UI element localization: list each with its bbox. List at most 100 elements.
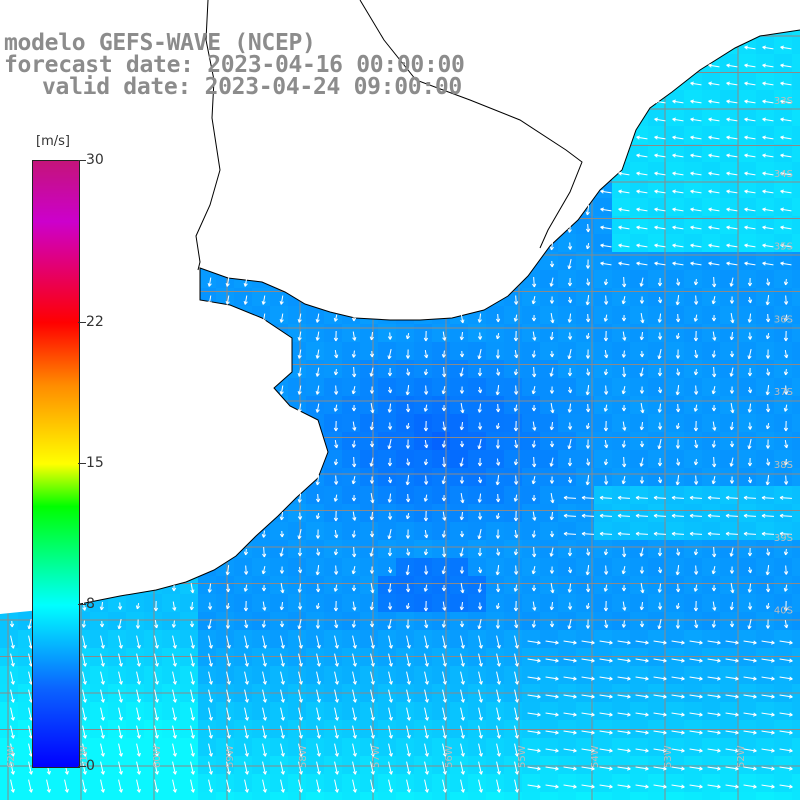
wind-arrow [351,314,357,322]
wind-speed-cell [594,702,613,721]
wind-arrow [729,367,734,377]
wind-speed-cell [738,792,757,800]
wind-arrow [726,99,738,104]
wind-arrow [315,564,320,576]
wind-arrow [567,332,573,340]
wind-arrow [190,671,195,685]
wind-arrow [315,619,321,629]
wind-arrow [762,153,774,158]
wind-arrow [208,635,213,649]
wind-speed-cell [630,702,649,721]
wind-arrow [154,619,159,629]
wind-speed-cell [630,360,649,379]
wind-arrow [712,276,717,288]
wind-speed-cell [702,522,721,541]
wind-arrow [689,531,703,536]
wind-speed-cell [198,666,217,685]
wind-speed-cell [522,288,541,307]
wind-arrow [711,475,716,485]
wind-arrow [315,474,320,486]
wind-speed-cell [648,360,667,379]
wind-speed-cell [288,666,307,685]
wind-speed-cell [738,558,757,577]
wind-speed-cell [126,756,145,775]
colorbar-tick-label: 8 [86,596,95,613]
wind-speed-cell [522,774,541,793]
wind-speed-cell [540,666,559,685]
wind-speed-cell [360,504,379,523]
wind-arrow [532,331,537,341]
wind-arrow [27,619,32,630]
wind-speed-cell [252,288,271,307]
wind-speed-cell [342,576,361,595]
wind-arrow [783,368,789,376]
wind-speed-cell [558,360,577,379]
wind-speed-cell [252,702,271,721]
wind-speed-cell [576,234,595,253]
wind-speed-cell [774,558,793,577]
colorbar-tick-mark [78,321,86,323]
wind-arrow [567,313,572,323]
wind-arrow [779,730,793,735]
wind-arrow [585,384,590,396]
wind-arrow [621,385,626,395]
wind-speed-cell [630,234,649,253]
wind-speed-cell [558,306,577,325]
wind-arrow [387,386,393,394]
wind-arrow [477,566,483,574]
wind-speed-cell [162,756,181,775]
wind-speed-cell [108,612,127,631]
wind-arrow [423,420,429,432]
wind-arrow [711,350,717,358]
wind-speed-cell [684,90,703,109]
wind-arrow [708,117,720,122]
wind-arrow [765,439,771,449]
wind-arrow [694,565,699,575]
wind-arrow [599,676,613,681]
wind-arrow [765,384,770,396]
wind-speed-cell [486,468,505,487]
wind-speed-cell [540,792,559,800]
wind-speed-cell [792,72,800,91]
wind-speed-cell [90,702,109,721]
wind-arrow [765,294,770,306]
wind-speed-cell [504,756,523,775]
wind-arrow [599,531,613,536]
wind-speed-cell [792,648,800,667]
wind-speed-cell [540,450,559,469]
wind-arrow [207,277,212,287]
wind-arrow [118,653,123,667]
wind-arrow [675,294,680,306]
wind-arrow [388,653,393,667]
wind-arrow [567,547,573,557]
wind-speed-cell [648,414,667,433]
wind-arrow [527,784,541,789]
wind-arrow [707,513,721,518]
wind-speed-cell [234,576,253,595]
wind-arrow [315,602,321,610]
wind-arrow [622,366,627,378]
wind-arrow [351,404,357,412]
wind-arrow [225,295,230,305]
wind-speed-cell [666,396,685,415]
wind-speed-cell [486,342,505,361]
wind-arrow [172,761,177,775]
longitude-label: 62W [6,745,17,768]
wind-arrow [315,583,321,593]
wind-speed-cell [594,414,613,433]
wind-speed-cell [486,414,505,433]
wind-speed-cell [738,72,757,91]
wind-arrow [617,694,631,699]
wind-arrow [316,725,321,739]
wind-arrow [618,243,630,248]
wind-arrow [171,584,177,592]
wind-arrow [761,658,775,663]
wind-arrow [743,766,757,771]
wind-speed-cell [504,342,523,361]
wind-speed-cell [450,324,469,343]
wind-speed-cell [702,90,721,109]
wind-speed-cell [666,126,685,145]
wind-speed-cell [126,648,145,667]
wind-arrow [316,671,321,685]
wind-speed-cell [468,522,487,541]
